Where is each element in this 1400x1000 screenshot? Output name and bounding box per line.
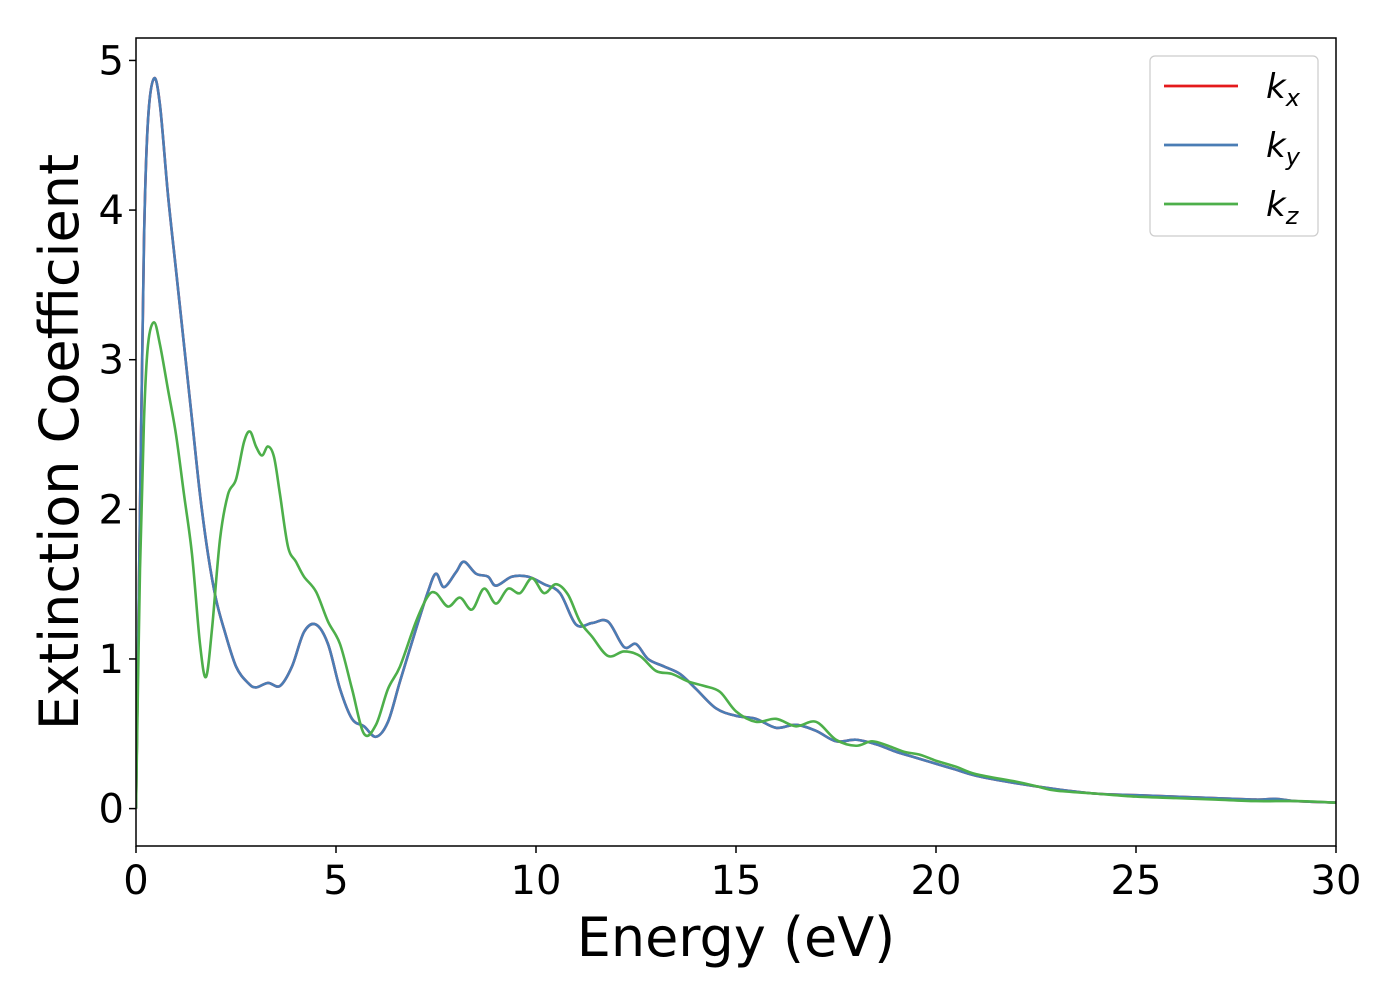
series-line-z [136,321,1336,809]
series-line-y [136,76,1336,809]
x-tick-label: 0 [123,858,148,904]
y-tick-label: 2 [99,487,124,533]
y-tick-label: 4 [99,188,124,234]
y-tick-label: 3 [99,338,124,384]
x-tick-label: 20 [911,858,962,904]
x-axis-title: Energy (eV) [577,906,896,969]
legend-label-z: kz [1266,185,1300,230]
x-tick-label: 10 [511,858,562,904]
x-tick-label: 15 [711,858,762,904]
legend-label-y: ky [1266,126,1301,171]
y-axis-title: Extinction Coefficient [28,154,91,730]
x-tick-label: 5 [323,858,348,904]
y-tick-label: 0 [99,787,124,833]
y-tick-label: 1 [99,637,124,683]
y-axis-ticks: 0 1 2 3 4 5 [99,38,136,833]
y-tick-label: 5 [99,38,124,84]
legend-label-x: kx [1266,67,1301,112]
x-tick-label: 30 [1311,858,1362,904]
x-axis-ticks: 0 5 10 15 20 25 30 [123,846,1361,904]
x-tick-label: 25 [1111,858,1162,904]
series-layer [136,76,1336,809]
legend: kx ky kz [1149,55,1319,237]
